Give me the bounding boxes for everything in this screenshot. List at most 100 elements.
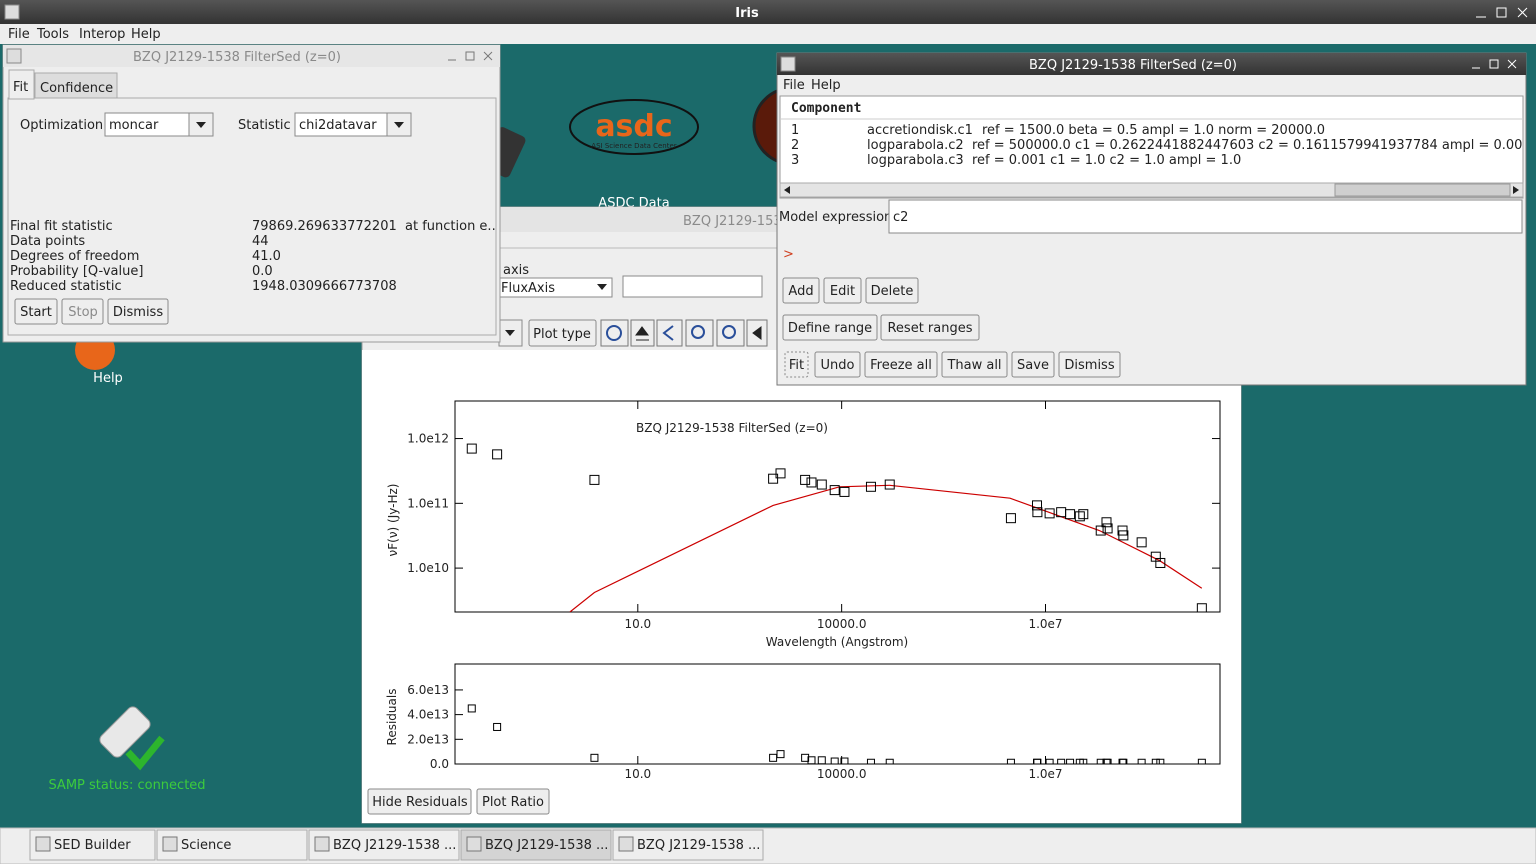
app-title: Iris	[735, 6, 759, 21]
combo-arrow[interactable]	[597, 284, 607, 290]
app-icon	[4, 4, 20, 20]
tab[interactable]	[8, 69, 35, 100]
taskbar-icon[interactable]	[162, 836, 178, 852]
samp-icon[interactable]	[97, 704, 165, 771]
component-params[interactable]: ref = 500000.0 c1 = 0.2622441882447603 c…	[972, 138, 1536, 153]
button-label[interactable]: Edit	[830, 284, 855, 299]
component-index[interactable]: 1	[791, 123, 799, 138]
component-name[interactable]: logparabola.c2	[867, 138, 964, 153]
button-label[interactable]: Define range	[788, 321, 872, 336]
button[interactable]	[528, 319, 597, 347]
taskbar-icon[interactable]	[618, 836, 634, 852]
button-label[interactable]: Start	[20, 305, 52, 320]
button[interactable]	[1058, 351, 1121, 378]
button-label[interactable]: Dismiss	[113, 305, 163, 320]
component-index[interactable]: 3	[791, 153, 799, 168]
taskbar-icon[interactable]	[466, 836, 482, 852]
taskbar-button[interactable]	[29, 829, 156, 861]
button-label[interactable]: Add	[788, 284, 813, 299]
window-controls[interactable]	[1476, 7, 1528, 18]
button[interactable]	[814, 351, 861, 378]
button-label[interactable]: Hide Residuals	[372, 795, 468, 810]
residual-point	[1079, 758, 1088, 764]
expression-value[interactable]: c2	[893, 210, 908, 225]
data-point	[1196, 603, 1207, 612]
button[interactable]	[880, 314, 980, 341]
menu-item[interactable]: Help	[811, 78, 841, 93]
button[interactable]	[865, 277, 919, 304]
tab-label[interactable]: Confidence	[40, 81, 113, 96]
component-params[interactable]: ref = 0.001 c1 = 1.0 c2 = 1.0 ampl = 1.0	[972, 153, 1241, 168]
tab[interactable]	[34, 72, 118, 99]
taskbar-label[interactable]: BZQ J2129-1538 ...	[485, 838, 608, 853]
button[interactable]	[1011, 351, 1055, 378]
taskbar-button[interactable]	[308, 829, 460, 861]
taskbar-label[interactable]: BZQ J2129-1538 ...	[333, 838, 456, 853]
plot-title: BZQ J2129-1538 FilterSed (z=0)	[636, 421, 828, 435]
menu-item[interactable]: Help	[131, 27, 161, 42]
icon-label[interactable]: Help	[93, 371, 123, 386]
button[interactable]	[14, 298, 58, 325]
text-field[interactable]	[622, 275, 763, 298]
data-point	[1078, 509, 1089, 520]
menu-item[interactable]: Interop	[79, 27, 125, 42]
asdc-logo-text: asdc	[595, 109, 672, 144]
button-label[interactable]: Thaw all	[946, 358, 1001, 373]
component-name[interactable]: logparabola.c3	[867, 153, 964, 168]
button-label[interactable]: Fit	[789, 358, 804, 373]
window-controls[interactable]	[448, 51, 493, 61]
taskbar-label[interactable]: SED Builder	[54, 838, 131, 853]
button-label[interactable]: Plot Ratio	[482, 795, 544, 810]
button[interactable]	[367, 788, 472, 815]
residual-point	[885, 758, 894, 764]
component-params[interactable]: ref = 1500.0 beta = 0.5 ampl = 1.0 norm …	[982, 123, 1325, 138]
expression-field[interactable]	[888, 199, 1523, 234]
window-icon	[780, 56, 796, 72]
button[interactable]	[784, 351, 809, 378]
menu-item[interactable]: Tools	[36, 27, 69, 42]
button[interactable]	[107, 298, 169, 325]
button[interactable]	[782, 314, 878, 341]
button[interactable]	[823, 277, 862, 304]
scroll-thumb[interactable]	[1334, 183, 1511, 197]
taskbar-button[interactable]	[612, 829, 764, 861]
field-label: Optimization	[20, 118, 103, 133]
taskbar-icon[interactable]	[35, 836, 51, 852]
button[interactable]	[941, 351, 1008, 378]
taskbar-button[interactable]	[460, 829, 612, 861]
residual-point	[1119, 758, 1128, 764]
taskbar-label[interactable]: BZQ J2129-1538 ...	[637, 838, 760, 853]
tab-label[interactable]: Fit	[13, 80, 28, 95]
residual-point	[1006, 758, 1015, 764]
component-name[interactable]: accretiondisk.c1	[867, 123, 973, 138]
asdc-logo[interactable]	[569, 99, 699, 155]
table-header: Component	[791, 101, 861, 116]
asdc-subtitle: ASI Science Data Center	[591, 142, 677, 150]
button-label[interactable]: Delete	[871, 284, 914, 299]
taskbar-icon[interactable]	[314, 836, 330, 852]
button[interactable]	[476, 788, 550, 815]
data-point	[466, 443, 477, 454]
button[interactable]	[782, 277, 820, 304]
button-label[interactable]: Undo	[821, 358, 855, 373]
button-label[interactable]: Reset ranges	[887, 321, 972, 336]
data-point	[829, 485, 840, 496]
menu-item[interactable]: File	[783, 78, 805, 93]
axes: 10.0 10.0 10000.0 10000.0 1.0e7 1.0e7 1.0e10 1.…	[407, 401, 1220, 781]
field-label: Model expression	[779, 210, 892, 225]
axis-choice[interactable]: FluxAxis	[501, 281, 555, 296]
taskbar-button[interactable]	[156, 829, 308, 861]
button[interactable]	[864, 351, 938, 378]
component-index[interactable]: 2	[791, 138, 799, 153]
combo-value[interactable]: moncar	[109, 118, 159, 133]
taskbar-label[interactable]: Science	[181, 838, 231, 853]
combo-value[interactable]: chi2datavar	[299, 118, 377, 133]
button-label[interactable]: Plot type	[533, 327, 591, 342]
button-label[interactable]: Freeze all	[870, 358, 932, 373]
window-controls[interactable]	[1472, 59, 1517, 69]
toolbar-icons[interactable]	[600, 319, 768, 347]
menu-item[interactable]: File	[8, 27, 30, 42]
component-rows[interactable]: 1 accretiondisk.c1 ref = 1500.0 beta = 0…	[791, 123, 1536, 168]
button-label[interactable]: Dismiss	[1064, 358, 1114, 373]
button-label[interactable]: Save	[1017, 358, 1049, 373]
